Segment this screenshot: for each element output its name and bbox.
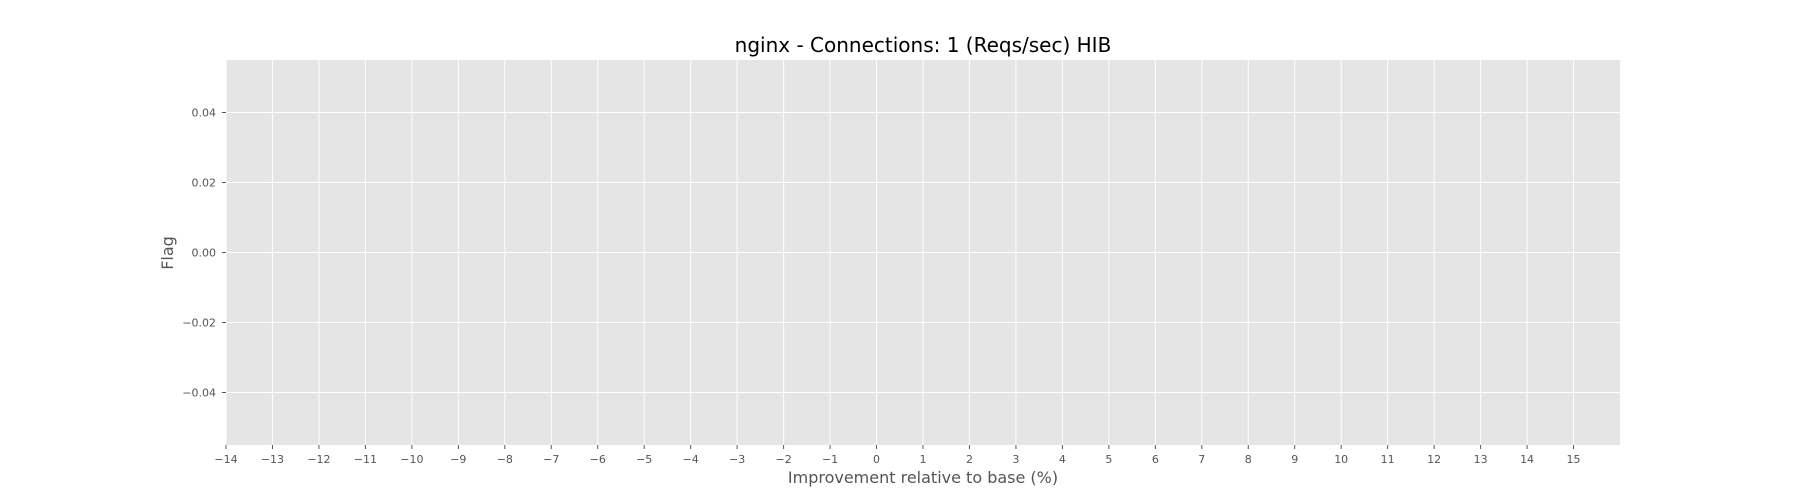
x-tick-label: 6 — [1152, 453, 1159, 466]
y-tick-label: 0.00 — [192, 247, 217, 260]
x-tick-label: −12 — [307, 453, 330, 466]
y-axis-ticks: 0.04 0.02 0.00 −0.02 −0.04 — [182, 107, 226, 400]
x-axis-label: Improvement relative to base (%) — [788, 468, 1058, 487]
x-tick-label: 4 — [1059, 453, 1066, 466]
y-tick-label: 0.04 — [192, 107, 217, 120]
x-tick-label: 3 — [1012, 453, 1019, 466]
x-tick-label: 8 — [1245, 453, 1252, 466]
x-tick-label: 7 — [1198, 453, 1205, 466]
y-tick-label: −0.02 — [182, 317, 216, 330]
x-tick-label: −7 — [543, 453, 559, 466]
x-tick-label: 2 — [966, 453, 973, 466]
x-tick-label: −14 — [214, 453, 237, 466]
y-tick-label: 0.02 — [192, 177, 217, 190]
x-tick-label: 13 — [1474, 453, 1488, 466]
x-tick-label: 11 — [1381, 453, 1395, 466]
x-tick-label: 1 — [920, 453, 927, 466]
x-tick-label: 15 — [1567, 453, 1581, 466]
x-tick-label: −9 — [450, 453, 466, 466]
x-tick-label: −13 — [261, 453, 284, 466]
x-tick-label: −8 — [497, 453, 513, 466]
x-tick-label: 0 — [873, 453, 880, 466]
x-tick-label: 10 — [1334, 453, 1348, 466]
x-tick-label: −10 — [400, 453, 423, 466]
x-tick-label: 9 — [1291, 453, 1298, 466]
chart-title: nginx - Connections: 1 (Reqs/sec) HIB — [735, 33, 1112, 57]
x-tick-label: −11 — [354, 453, 377, 466]
x-tick-label: −2 — [775, 453, 791, 466]
x-tick-label: −3 — [729, 453, 745, 466]
x-tick-label: −5 — [636, 453, 652, 466]
x-tick-label: −4 — [683, 453, 699, 466]
y-axis-label: Flag — [158, 236, 177, 270]
y-tick-label: −0.04 — [182, 387, 216, 400]
x-tick-label: 14 — [1520, 453, 1534, 466]
x-tick-label: 12 — [1427, 453, 1441, 466]
x-tick-label: −6 — [590, 453, 606, 466]
grid-lines — [225, 60, 1620, 445]
x-tick-label: −1 — [822, 453, 838, 466]
x-tick-label: 5 — [1105, 453, 1112, 466]
x-axis-ticks: −14 −13 −12 −11 −10 −9 −8 −7 −6 −5 −4 −3 −2 −1 0 1 2 3 4 5 6… — [214, 445, 1581, 466]
